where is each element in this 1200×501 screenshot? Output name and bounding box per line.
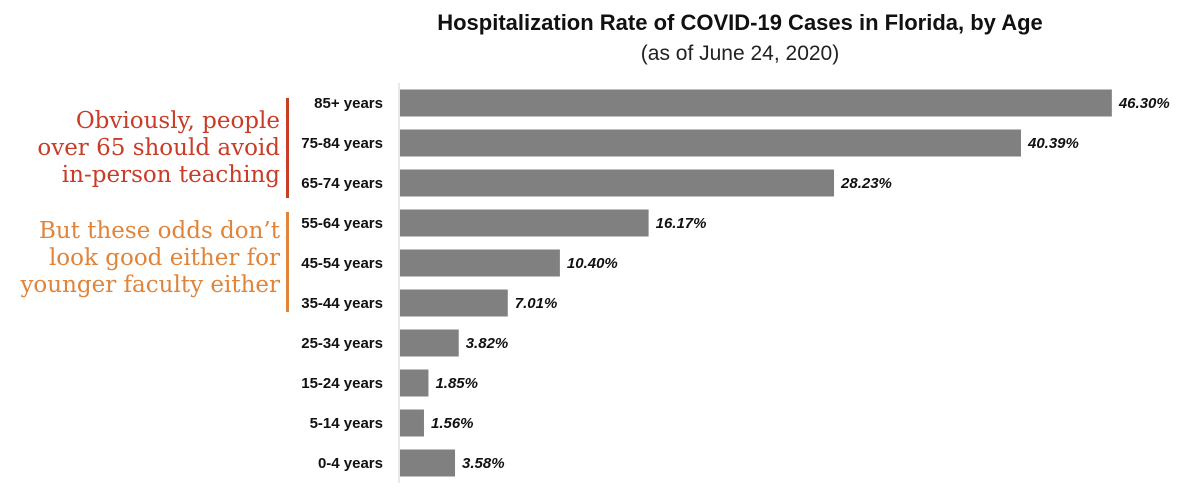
bar [400,289,508,317]
bar [400,249,560,277]
chart-subtitle: (as of June 24, 2020) [640,42,840,65]
annotation-line: look good either for [48,245,280,271]
y-tick-label: 85+ years [314,95,383,112]
annotation-line: Obviously, people [75,108,280,134]
y-tick-label: 35-44 years [301,295,383,312]
bar [400,409,424,437]
y-tick-label: 55-64 years [301,215,383,232]
bar [400,89,1112,117]
annotation-line: over 65 should avoid [37,135,280,161]
y-tick-label: 0-4 years [318,455,383,472]
y-tick-label: 65-74 years [301,175,383,192]
bar-value-label: 46.30% [1118,95,1170,112]
bar-value-label: 7.01% [515,295,558,312]
bar-value-label: 3.82% [466,335,509,352]
bar [400,129,1021,157]
annotation-line: younger faculty either [20,272,280,298]
chart-title: Hospitalization Rate of COVID-19 Cases i… [437,10,1043,35]
bar [400,169,835,197]
bar [400,209,649,237]
y-tick-label: 25-34 years [301,335,383,352]
bar [400,449,456,477]
annotation-bracket-younger [286,212,289,312]
annotation-younger-faculty: But these odds don’t look good either fo… [20,218,280,299]
y-tick-label: 75-84 years [301,135,383,152]
bar [400,329,459,357]
y-tick-label: 45-54 years [301,255,383,272]
annotation-line: But these odds don’t [38,218,280,244]
bar-value-label: 28.23% [840,175,892,192]
annotation-line: in-person teaching [61,162,280,188]
bar-value-label: 16.17% [656,215,707,232]
bar [400,369,429,397]
annotation-bracket-older [286,98,289,198]
bar-value-label: 10.40% [567,255,618,272]
bar-value-label: 3.58% [462,455,505,472]
bar-value-label: 40.39% [1027,135,1079,152]
y-tick-label: 5-14 years [310,415,383,432]
bar-value-label: 1.85% [435,375,478,392]
bar-value-label: 1.56% [431,415,474,432]
annotation-older-faculty: Obviously, people over 65 should avoid i… [37,108,280,189]
y-tick-label: 15-24 years [301,375,383,392]
